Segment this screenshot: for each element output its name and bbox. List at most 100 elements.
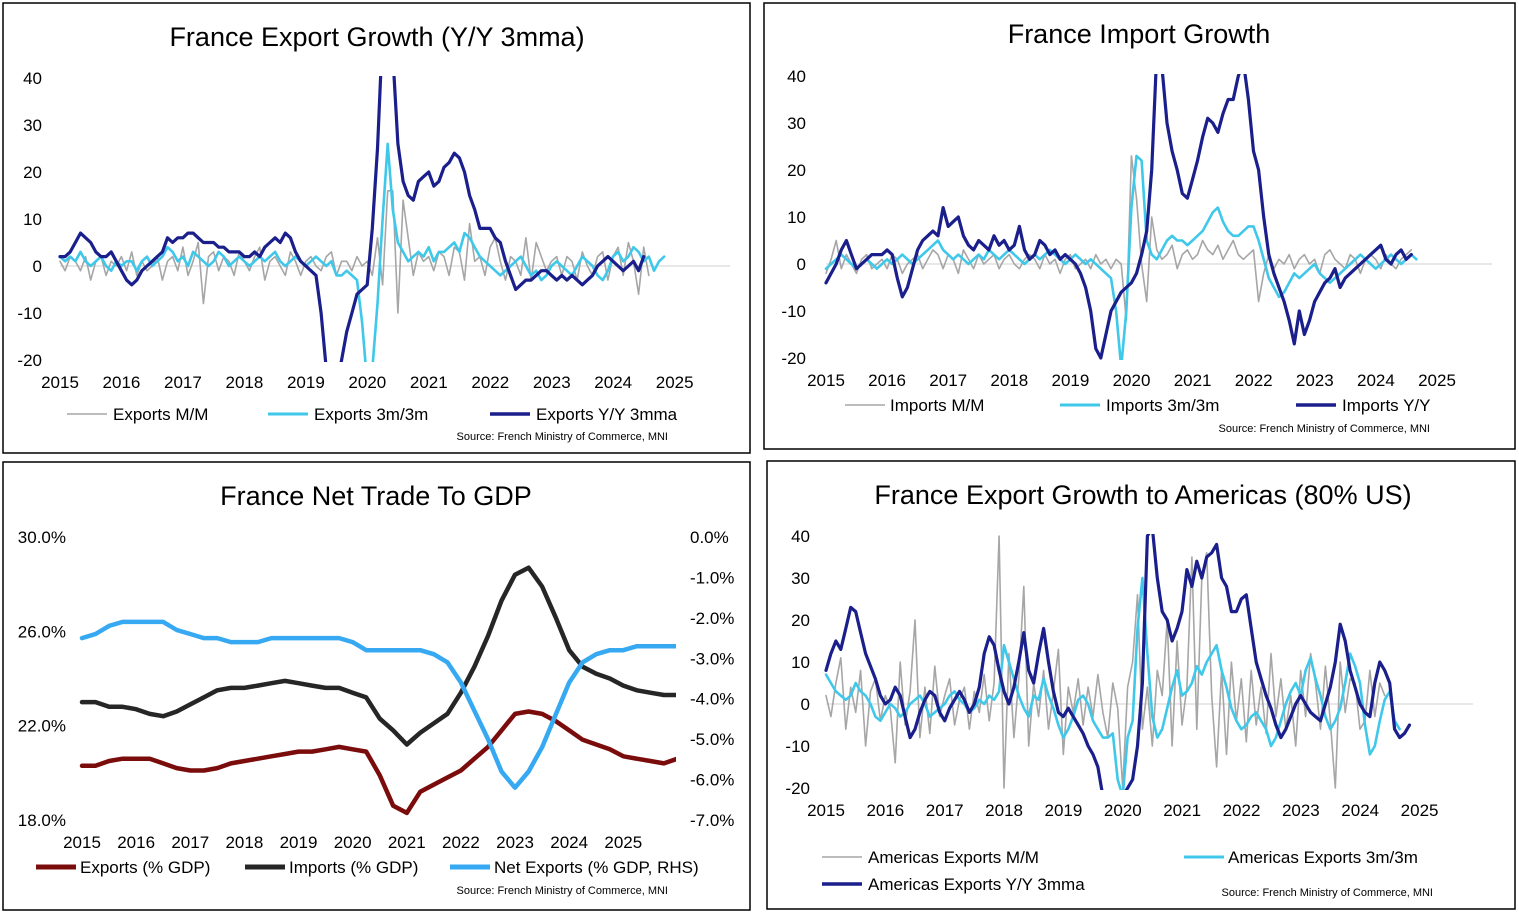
y-tick-label: 18.0% bbox=[18, 811, 66, 830]
x-tick-label: 2024 bbox=[1357, 371, 1395, 390]
series-line-exports-3m-3m bbox=[58, 142, 666, 362]
plot-area: -20 -10 0 10 20 30 40 2015 2016 2017 2018 2019 2020 2… bbox=[17, 69, 730, 392]
x-tick-label: 2021 bbox=[410, 373, 448, 392]
x-tick-label: 2022 bbox=[471, 373, 509, 392]
x-tick-label: 2017 bbox=[926, 801, 964, 820]
series-line-imports-y-y bbox=[824, 74, 1413, 360]
legend-label-americas-yy: Americas Exports Y/Y 3mma bbox=[868, 875, 1085, 894]
series-line-exports-y-y-3mma bbox=[58, 76, 646, 362]
x-tick-label: 2017 bbox=[929, 371, 967, 390]
series-line-net-exports-gdp-rhs bbox=[79, 619, 676, 790]
y2-tick-label: -5.0% bbox=[690, 730, 734, 749]
legend-label-exports-3m3m: Exports 3m/3m bbox=[314, 405, 428, 424]
legend: Exports M/M Exports 3m/3m Exports Y/Y 3m… bbox=[67, 405, 678, 424]
legend: Exports (% GDP) Imports (% GDP) Net Expo… bbox=[36, 858, 699, 877]
legend-label-imports-mm: Imports M/M bbox=[890, 396, 984, 415]
y-tick-label: 20 bbox=[791, 611, 810, 630]
panel-frame bbox=[763, 2, 1516, 450]
x-tick-label: 2018 bbox=[225, 373, 263, 392]
y-tick-label: 20 bbox=[23, 163, 42, 182]
panel-export-growth: France Export Growth (Y/Y 3mma) -20 -10 0 1… bbox=[2, 2, 751, 454]
panel-frame bbox=[2, 2, 751, 454]
x-tick-label: 2020 bbox=[348, 373, 386, 392]
legend-label-imports-3m3m: Imports 3m/3m bbox=[1106, 396, 1219, 415]
legend-label-exports-yy: Exports Y/Y 3mma bbox=[536, 405, 678, 424]
legend-label-imports-gdp: Imports (% GDP) bbox=[289, 858, 418, 877]
source-note: Source: French Ministry of Commerce, MNI bbox=[1219, 423, 1431, 435]
x-tick-label: 2018 bbox=[990, 371, 1028, 390]
series-line-americas-exports-y-y-3mma bbox=[824, 534, 1412, 790]
x-tick-label: 2018 bbox=[985, 801, 1023, 820]
x-tick-label: 2021 bbox=[388, 833, 426, 852]
y-tick-label: 40 bbox=[787, 67, 806, 86]
x-tick-label: 2020 bbox=[1104, 801, 1142, 820]
x-tick-label: 2021 bbox=[1174, 371, 1212, 390]
panel-net-trade: France Net Trade To GDP 18.0% 22.0% 26.0% 3… bbox=[2, 461, 751, 911]
x-tick-label: 2025 bbox=[656, 373, 694, 392]
y-tick-label: 10 bbox=[791, 653, 810, 672]
legend-label-exports-gdp: Exports (% GDP) bbox=[80, 858, 210, 877]
x-tick-label: 2020 bbox=[334, 833, 372, 852]
x-tick-label: 2025 bbox=[1401, 801, 1439, 820]
x-tick-label: 2022 bbox=[1235, 371, 1273, 390]
chart-title: France Import Growth bbox=[1008, 19, 1271, 49]
plot-area: 18.0% 22.0% 26.0% 30.0% 0.0% -1.0% -2.0% -3.0% -… bbox=[18, 528, 735, 852]
legend-label-exports-mm: Exports M/M bbox=[113, 405, 208, 424]
legend-label-imports-yy: Imports Y/Y bbox=[1342, 396, 1431, 415]
series-line-imports-3m-3m bbox=[824, 154, 1418, 360]
y-tick-label: 30 bbox=[23, 116, 42, 135]
legend-label-americas-mm: Americas Exports M/M bbox=[868, 848, 1039, 867]
legend: Imports M/M Imports 3m/3m Imports Y/Y bbox=[845, 396, 1431, 415]
y-tick-label: 10 bbox=[787, 208, 806, 227]
series-line-imports-gdp bbox=[79, 565, 676, 747]
y2-tick-label: -1.0% bbox=[690, 568, 734, 587]
series-line-imports-m-m bbox=[825, 155, 1413, 322]
x-tick-label: 2016 bbox=[866, 801, 904, 820]
x-tick-label: 2017 bbox=[164, 373, 202, 392]
x-tick-label: 2023 bbox=[1282, 801, 1320, 820]
x-tick-label: 2016 bbox=[103, 373, 141, 392]
y-tick-label: 20 bbox=[787, 161, 806, 180]
x-tick-label: 2024 bbox=[550, 833, 588, 852]
chart-title: France Net Trade To GDP bbox=[220, 481, 532, 511]
y-tick-label: 30 bbox=[791, 569, 810, 588]
y2-tick-label: -7.0% bbox=[690, 811, 734, 830]
x-tick-label: 2015 bbox=[41, 373, 79, 392]
y-tick-label: -10 bbox=[17, 304, 42, 323]
legend-label-americas-3m3m: Americas Exports 3m/3m bbox=[1228, 848, 1418, 867]
x-tick-label: 2019 bbox=[1051, 371, 1089, 390]
x-tick-label: 2018 bbox=[225, 833, 263, 852]
x-tick-label: 2016 bbox=[117, 833, 155, 852]
x-tick-label: 2023 bbox=[533, 373, 571, 392]
x-tick-label: 2022 bbox=[442, 833, 480, 852]
y-tick-label: 30.0% bbox=[18, 528, 66, 547]
y-tick-label: -10 bbox=[785, 737, 810, 756]
x-tick-label: 2024 bbox=[1341, 801, 1379, 820]
x-tick-label: 2024 bbox=[594, 373, 632, 392]
x-tick-label: 2022 bbox=[1223, 801, 1261, 820]
y-tick-label: 40 bbox=[791, 527, 810, 546]
x-tick-label: 2019 bbox=[1045, 801, 1083, 820]
series-line-exports-gdp bbox=[79, 709, 676, 816]
x-tick-label: 2019 bbox=[287, 373, 325, 392]
source-note: Source: French Ministry of Commerce, MNI bbox=[457, 885, 669, 897]
y-tick-label: 0 bbox=[33, 257, 42, 276]
chart-title: France Export Growth (Y/Y 3mma) bbox=[169, 22, 584, 52]
y-tick-label: -20 bbox=[781, 349, 806, 368]
y-tick-label: 30 bbox=[787, 114, 806, 133]
y2-tick-label: 0.0% bbox=[690, 528, 729, 547]
x-tick-label: 2023 bbox=[1296, 371, 1334, 390]
chart-title: France Export Growth to Americas (80% US… bbox=[874, 480, 1411, 510]
series-line-americas-exports-3m-3m bbox=[824, 576, 1401, 790]
x-tick-label: 2023 bbox=[496, 833, 534, 852]
y2-tick-label: -3.0% bbox=[690, 649, 734, 668]
x-tick-label: 2021 bbox=[1163, 801, 1201, 820]
panel-americas-exports: France Export Growth to Americas (80% US… bbox=[766, 460, 1516, 910]
legend: Americas Exports M/M Americas Exports 3m… bbox=[822, 848, 1418, 894]
y2-tick-label: -4.0% bbox=[690, 690, 734, 709]
y2-tick-label: -2.0% bbox=[690, 609, 734, 628]
y-tick-label: 10 bbox=[23, 210, 42, 229]
x-tick-label: 2017 bbox=[171, 833, 209, 852]
x-tick-label: 2015 bbox=[807, 801, 845, 820]
